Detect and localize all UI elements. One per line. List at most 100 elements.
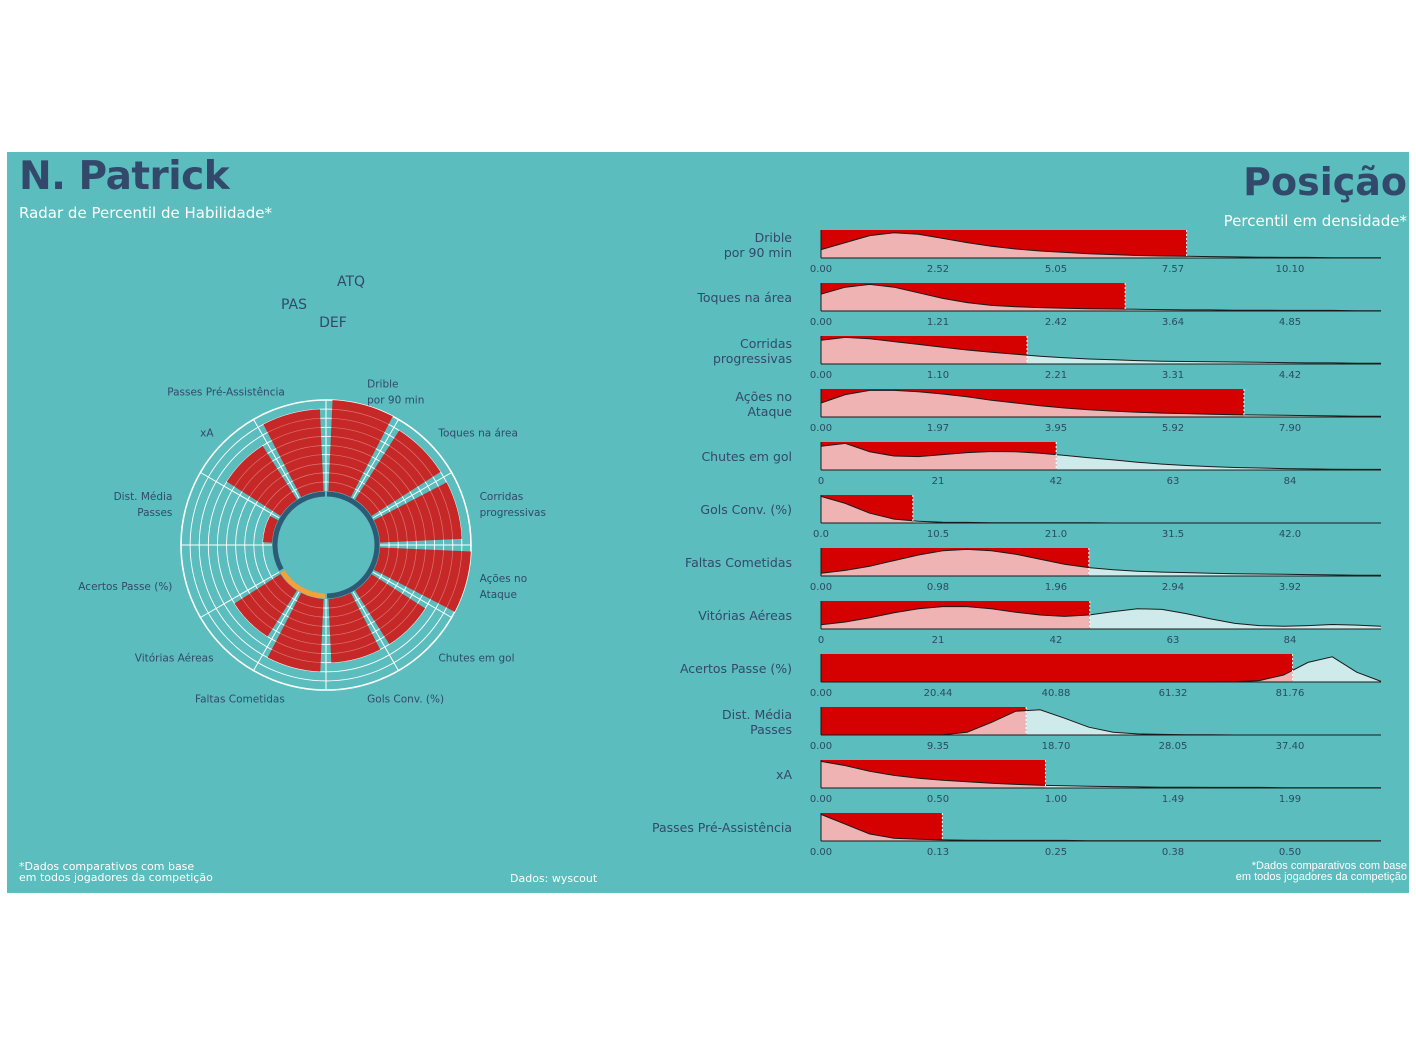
density-area-below — [821, 232, 1187, 258]
radar-bar-gridline — [284, 624, 322, 636]
radar-bar-gridline — [288, 463, 323, 474]
footnote-left-line2: em todos jogadores da competição — [19, 871, 213, 884]
radar-spoke — [253, 419, 300, 499]
density-tick-label: 21 — [932, 635, 945, 646]
radar-bar-gridline — [364, 583, 388, 607]
density-metric-label: Corridas progressivas — [713, 336, 792, 366]
radar-category-label-line: Toques na área — [437, 428, 517, 440]
density-metric-label-line: Drible — [755, 230, 793, 245]
density-tick-label: 1.99 — [1279, 794, 1301, 805]
radar-bar-gridline — [384, 603, 418, 637]
radar-bar-gridline — [331, 427, 381, 441]
radar-spoke — [352, 591, 399, 671]
density-value-bar — [821, 654, 1293, 682]
radar-category-label-line: Ataque — [480, 589, 517, 601]
radar-spoke — [352, 419, 399, 499]
radar-bar-gridline — [280, 633, 322, 645]
density-metric-label: Vitórias Aéreas — [698, 608, 792, 623]
radar-bar-gridline — [414, 499, 426, 541]
density-tick-label: 3.31 — [1162, 370, 1184, 381]
radar-category-label-line: Corridas — [480, 491, 524, 503]
density-tick-label: 21 — [932, 476, 945, 487]
density-tick-label: 40.88 — [1042, 688, 1071, 699]
radar-bar — [263, 409, 324, 498]
radar-bar-gridline — [364, 483, 388, 507]
radar-bar-gridline — [374, 468, 403, 497]
density-metric-label-line: Passes — [750, 722, 792, 737]
density-curve — [820, 336, 1381, 364]
density-tick-label: 0.50 — [927, 794, 949, 805]
radar-bar — [234, 574, 297, 637]
radar-bar-gridline — [359, 491, 380, 512]
radar-bar-gridline — [241, 598, 273, 630]
radar-group-label: DEF — [319, 315, 347, 331]
radar-bar-gridline — [389, 511, 399, 542]
radar-bar-gridline — [257, 588, 283, 614]
radar-bar-gridline — [264, 583, 288, 607]
radar-bar-gridline — [249, 593, 278, 622]
density-tick-label: 1.00 — [1045, 794, 1067, 805]
density-metric-label: Faltas Cometidas — [685, 555, 792, 570]
radar-spoke — [200, 571, 280, 618]
radar-category-label: Ações no Ataque — [480, 573, 528, 601]
radar-bar-gridline — [397, 507, 408, 542]
radar-bar-gridline — [296, 481, 324, 490]
density-area-above — [821, 656, 1381, 682]
density-curve — [820, 389, 1381, 417]
radar-bar-gridline — [384, 453, 418, 487]
radar-bar-gridline — [330, 641, 377, 654]
radar-bar-gridline — [329, 463, 364, 474]
radar-bar-gridline — [430, 550, 444, 600]
radar-bar-gridline — [284, 454, 322, 466]
density-tick-label: 1.21 — [927, 317, 949, 328]
radar-bar-gridline — [389, 548, 399, 579]
density-tick-label: 7.90 — [1279, 423, 1301, 434]
radar-category-label-line: Drible — [367, 378, 398, 390]
density-area-below — [821, 337, 1028, 364]
density-metric-label: Gols Conv. (%) — [700, 502, 792, 517]
radar-bar-gridline — [438, 550, 454, 604]
density-tick-label: 1.97 — [927, 423, 949, 434]
density-tick-label: 63 — [1167, 476, 1180, 487]
radar-category-label-line: Chutes em gol — [438, 652, 514, 664]
density-metric-label-line: Dist. Média — [722, 707, 792, 722]
radar-category-label-line: Ações no — [480, 573, 528, 585]
radar-bar-gridline — [374, 593, 403, 622]
density-metric-label: Ações no Ataque — [735, 389, 792, 419]
radar-bar-gridline — [272, 578, 293, 599]
density-tick-label: 84 — [1284, 635, 1297, 646]
density-tick-label: 0.13 — [927, 847, 949, 858]
footnote-left: *Dados comparativos com base em todos jo… — [19, 861, 213, 883]
radar-bar-gridline — [257, 476, 283, 502]
density-curve — [820, 283, 1381, 312]
density-metric-label-line: Vitórias Aéreas — [698, 608, 792, 623]
density-tick-label: 0.0 — [813, 529, 829, 540]
radar-bar-gridline — [328, 600, 356, 609]
radar-bar-gridline — [272, 491, 293, 512]
density-curve — [820, 442, 1381, 470]
density-tick-label: 42 — [1050, 476, 1063, 487]
footnote-right-line2: em todos jogadores da competição — [1235, 871, 1407, 883]
radar-bar-gridline — [332, 408, 389, 425]
density-metric-label: Dist. Média Passes — [722, 707, 792, 737]
density-tick-label: 1.10 — [927, 370, 949, 381]
density-tick-label: 31.5 — [1162, 529, 1184, 540]
density-curve — [820, 606, 1382, 627]
density-tick-label: 0.25 — [1045, 847, 1067, 858]
position-title: Posição — [1243, 160, 1407, 204]
radar-group-arc — [280, 570, 326, 599]
radar-bar-gridline — [296, 600, 324, 609]
radar-bar-gridline — [264, 483, 288, 507]
radar-bar-gridline — [329, 608, 360, 618]
radar-category-label-line: Passes — [137, 507, 172, 519]
density-metric-label: Passes Pré-Assistência — [652, 820, 792, 835]
density-tick-label: 5.05 — [1045, 264, 1067, 275]
density-tick-label: 28.05 — [1159, 741, 1188, 752]
density-tick-label: 0 — [818, 476, 824, 487]
density-tick-label: 2.42 — [1045, 317, 1067, 328]
radar-group-label: ATQ — [337, 274, 365, 290]
density-tick-label: 10.5 — [927, 529, 949, 540]
density-tick-label: 4.85 — [1279, 317, 1301, 328]
radar-bar-gridline — [405, 549, 417, 587]
